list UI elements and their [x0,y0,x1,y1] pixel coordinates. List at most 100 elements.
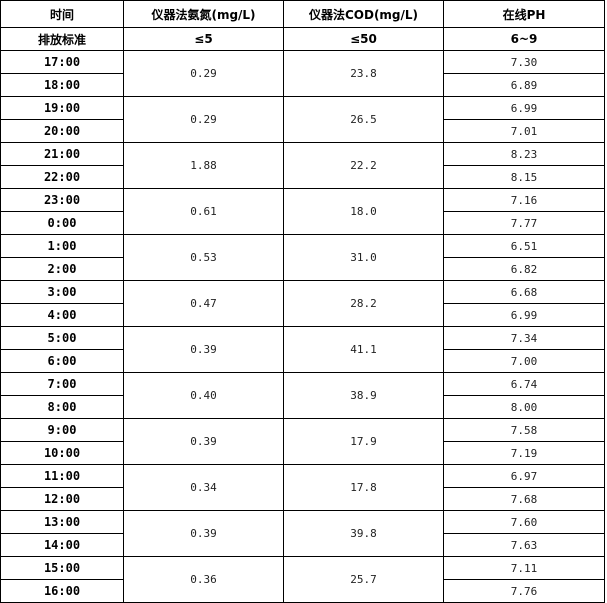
cod-cell: 38.9 [283,372,444,419]
time-cell: 11:00 [0,464,124,488]
ammonia-cell: 0.40 [123,372,284,419]
table-row: 0:00 7.77 [0,211,605,235]
cod-cell: 18.0 [283,188,444,235]
cod-cell: 31.0 [283,234,444,281]
table-row: 4:00 6.99 [0,303,605,327]
ammonia-cell: 0.29 [123,50,284,97]
time-cell: 14:00 [0,533,124,557]
standard-label: 排放标准 [0,27,124,51]
time-cell: 13:00 [0,510,124,534]
cod-cell: 26.5 [283,96,444,143]
ph-cell: 7.76 [443,579,605,603]
time-cell: 8:00 [0,395,124,419]
table-row: 21:00 1.88 22.2 8.23 [0,142,605,189]
time-cell: 0:00 [0,211,124,235]
ammonia-cell: 0.61 [123,188,284,235]
time-cell: 18:00 [0,73,124,97]
ammonia-cell: 0.29 [123,96,284,143]
time-cell: 12:00 [0,487,124,511]
standard-cod: ≤50 [283,27,444,51]
cod-cell: 41.1 [283,326,444,373]
ph-cell: 7.34 [443,326,605,350]
table-row: 11:00 0.34 17.8 6.97 [0,464,605,511]
table-row: 5:00 0.39 41.1 7.34 [0,326,605,373]
ammonia-cell: 0.47 [123,280,284,327]
ph-cell: 6.97 [443,464,605,488]
cod-cell: 23.8 [283,50,444,97]
table-row: 17:00 0.29 23.8 7.30 [0,50,605,97]
ph-cell: 7.58 [443,418,605,442]
table-row: 2:00 6.82 [0,257,605,281]
time-cell: 20:00 [0,119,124,143]
header-row: 时间 仪器法氨氮(mg/L) 仪器法COD(mg/L) 在线PH [0,0,605,28]
ph-cell: 6.74 [443,372,605,396]
time-cell: 16:00 [0,579,124,603]
ph-cell: 7.19 [443,441,605,465]
table-row: 8:00 8.00 [0,395,605,419]
ammonia-cell: 0.36 [123,556,284,603]
time-cell: 19:00 [0,96,124,120]
table-row: 12:00 7.68 [0,487,605,511]
ph-cell: 7.77 [443,211,605,235]
cod-cell: 25.7 [283,556,444,603]
ammonia-cell: 0.34 [123,464,284,511]
header-time: 时间 [0,0,124,28]
ph-cell: 6.82 [443,257,605,281]
ph-cell: 7.16 [443,188,605,212]
table-row: 22:00 8.15 [0,165,605,189]
time-cell: 6:00 [0,349,124,373]
header-ammonia: 仪器法氨氮(mg/L) [123,0,284,28]
ph-cell: 8.00 [443,395,605,419]
time-cell: 4:00 [0,303,124,327]
ph-cell: 6.51 [443,234,605,258]
ammonia-cell: 0.53 [123,234,284,281]
time-cell: 10:00 [0,441,124,465]
table-row: 18:00 6.89 [0,73,605,97]
ph-cell: 8.23 [443,142,605,166]
time-cell: 5:00 [0,326,124,350]
standard-ph: 6~9 [443,27,605,51]
ph-cell: 6.99 [443,303,605,327]
standard-ammonia: ≤5 [123,27,284,51]
cod-cell: 17.8 [283,464,444,511]
time-cell: 21:00 [0,142,124,166]
cod-cell: 17.9 [283,418,444,465]
ph-cell: 8.15 [443,165,605,189]
ph-cell: 6.89 [443,73,605,97]
ph-cell: 6.99 [443,96,605,120]
header-cod: 仪器法COD(mg/L) [283,0,444,28]
table-row: 3:00 0.47 28.2 6.68 [0,280,605,327]
table-row: 16:00 7.76 [0,579,605,603]
table-row: 13:00 0.39 39.8 7.60 [0,510,605,557]
time-cell: 22:00 [0,165,124,189]
ph-cell: 7.01 [443,119,605,143]
time-cell: 7:00 [0,372,124,396]
cod-cell: 39.8 [283,510,444,557]
time-cell: 9:00 [0,418,124,442]
table-row: 23:00 0.61 18.0 7.16 [0,188,605,235]
ph-cell: 7.11 [443,556,605,580]
time-cell: 15:00 [0,556,124,580]
table-row: 15:00 0.36 25.7 7.11 [0,556,605,603]
table-row: 19:00 0.29 26.5 6.99 [0,96,605,143]
ammonia-cell: 0.39 [123,418,284,465]
time-cell: 2:00 [0,257,124,281]
table-row: 1:00 0.53 31.0 6.51 [0,234,605,281]
time-cell: 17:00 [0,50,124,74]
ph-cell: 7.68 [443,487,605,511]
ammonia-cell: 0.39 [123,510,284,557]
ph-cell: 7.63 [443,533,605,557]
cod-cell: 28.2 [283,280,444,327]
ammonia-cell: 1.88 [123,142,284,189]
ph-cell: 7.00 [443,349,605,373]
ammonia-cell: 0.39 [123,326,284,373]
time-cell: 23:00 [0,188,124,212]
ph-cell: 6.68 [443,280,605,304]
table-row: 9:00 0.39 17.9 7.58 [0,418,605,465]
time-cell: 1:00 [0,234,124,258]
time-cell: 3:00 [0,280,124,304]
ph-cell: 7.30 [443,50,605,74]
table-row: 6:00 7.00 [0,349,605,373]
cod-cell: 22.2 [283,142,444,189]
